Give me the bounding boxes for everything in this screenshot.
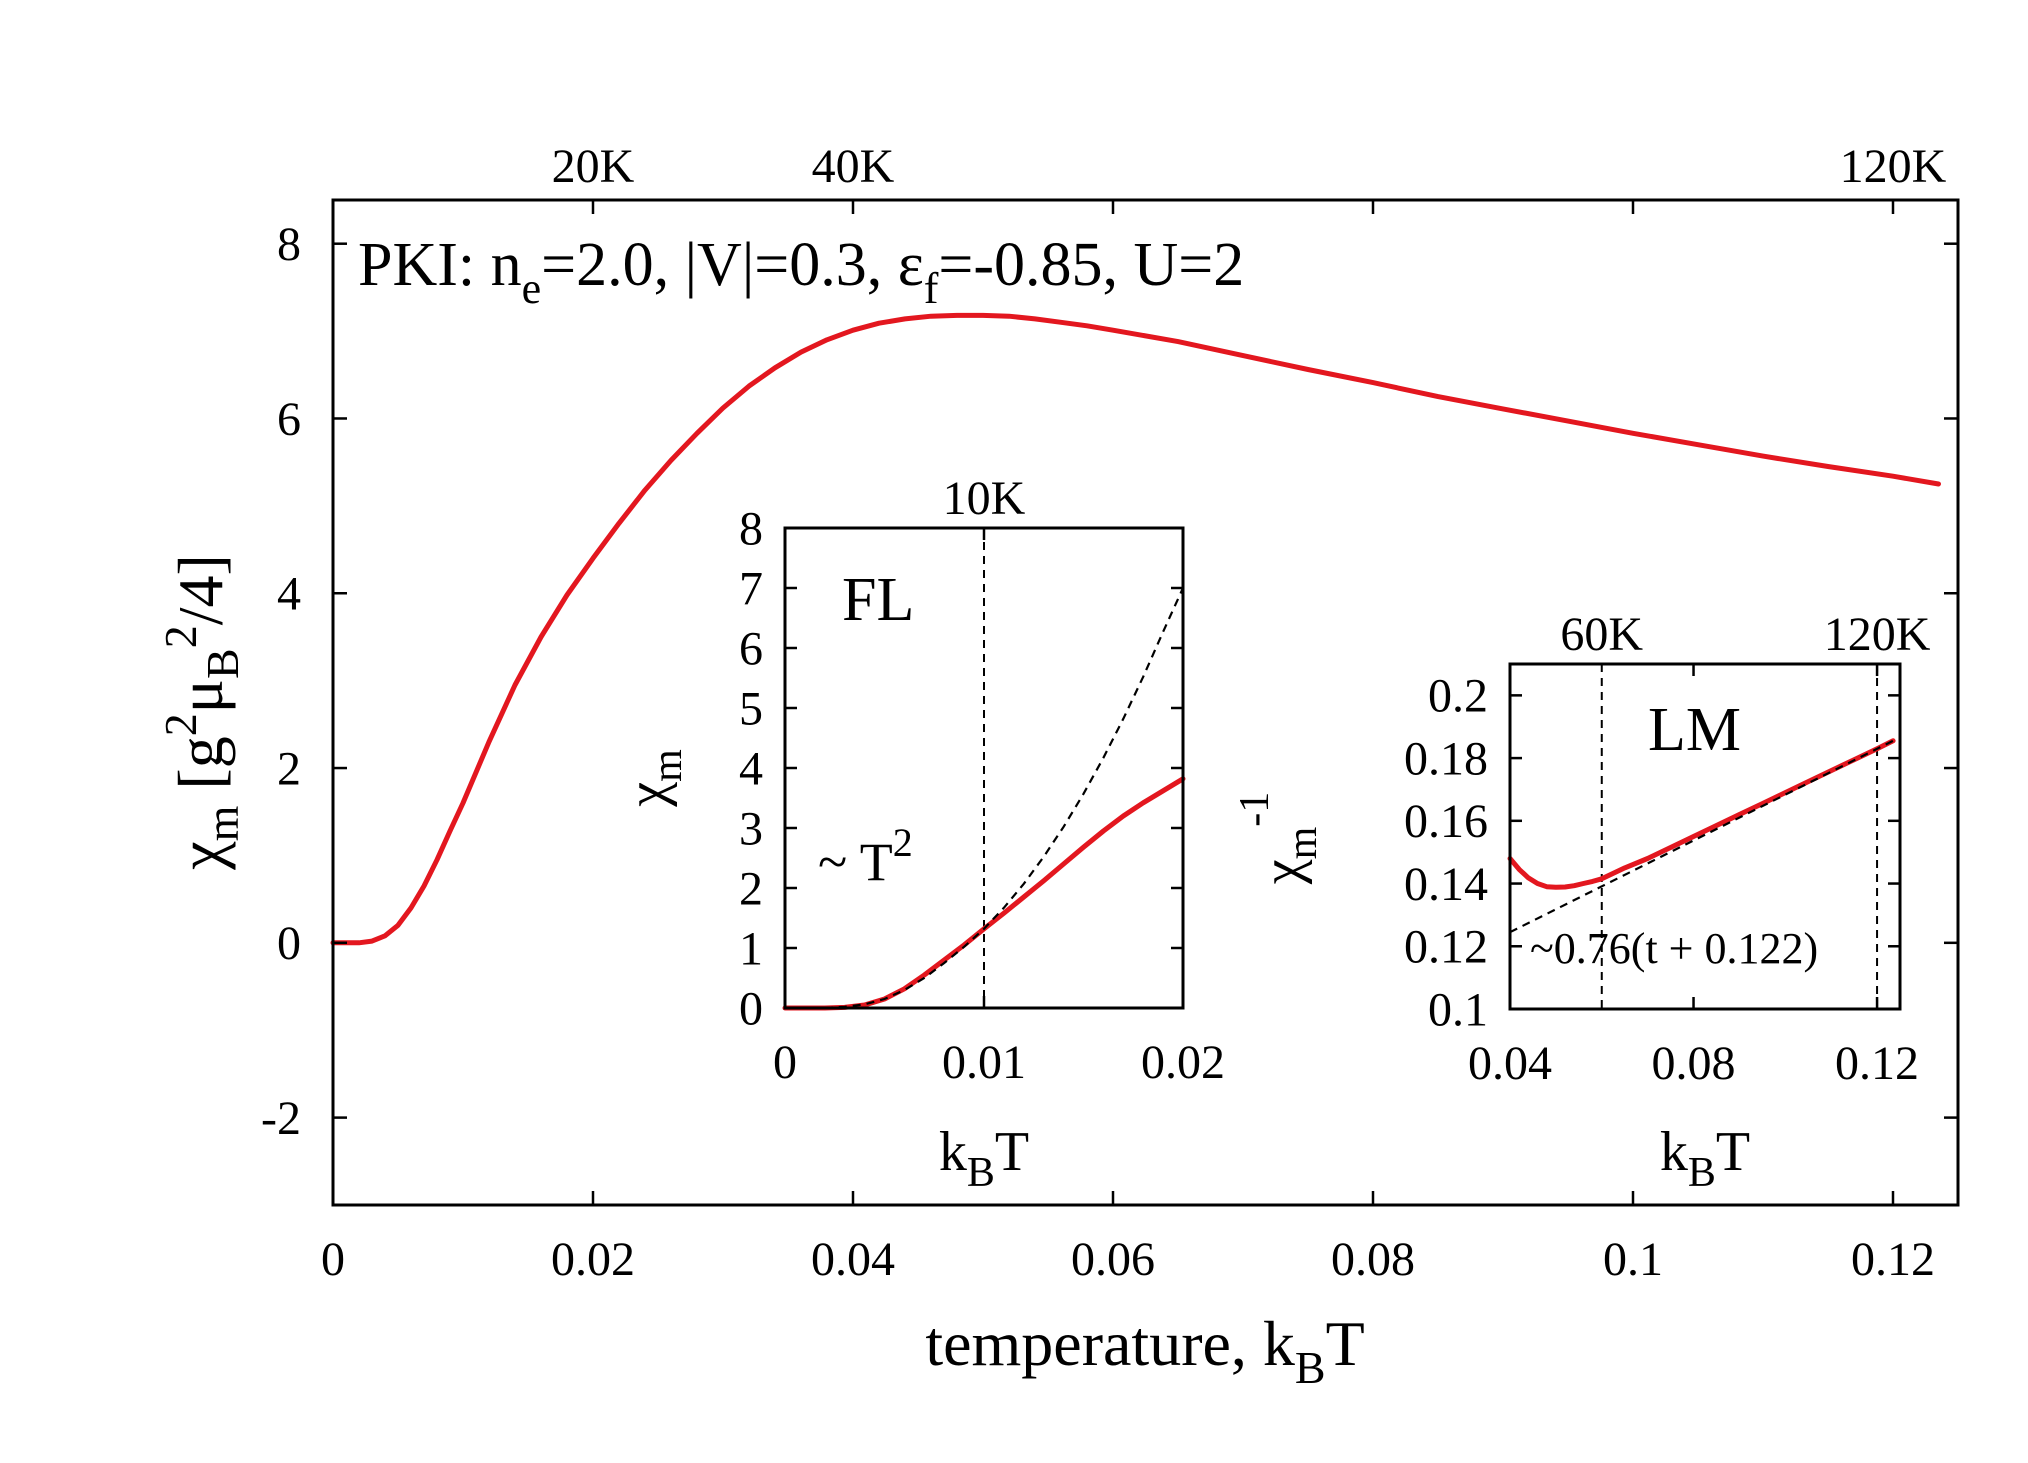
main-xtick-label-6: 0.12 [1851,1233,1935,1286]
main-series-line-0 [330,312,1941,946]
inset-fl-annotation-sup: 2 [893,820,913,865]
inset-fl-y-axis-label: χm [616,749,691,808]
main-annotation-mid: =2.0, |V|=0.3, ε [541,231,924,299]
inset-fl-ylabel-sub: m [645,749,691,782]
inset-lm-ytick-label-0: 0.1 [1428,983,1488,1036]
inset-fl-ytick-label-3: 3 [739,802,763,855]
main-annotation-ef-sub: f [924,264,939,313]
main-ytick-label-4: 6 [277,393,301,446]
inset-lm-y-axis-label: χm-1 [1232,792,1326,886]
main-ylabel-chi: χ [165,841,236,871]
main-ylabel-mu-sup: 2 [155,625,206,648]
inset-lm-ytick-label-5: 0.2 [1428,670,1488,723]
main-ylabel-close: /4] [165,554,236,625]
inset-fl-ticks: 0 0.01 0.02 0 1 2 3 4 5 6 7 8 10K [739,472,1225,1089]
main-top-tick-label-2: 120K [1840,140,1947,193]
inset-lm-ylabel-sup: -1 [1232,792,1278,827]
inset-fl-ytick-label-0: 0 [739,982,763,1035]
inset-fl-xlabel-tail: T [995,1121,1029,1183]
inset-fl-xtick-label-1: 0.01 [942,1036,1026,1089]
inset-lm-ytick-label-4: 0.18 [1404,732,1488,785]
inset-fl-ytick-label-2: 2 [739,862,763,915]
inset-fl-xtick-label-2: 0.02 [1141,1036,1225,1089]
main-series-group [330,312,1941,946]
inset-lm-ytick-label-1: 0.12 [1404,921,1488,974]
main-ylabel-g-sup: 2 [155,713,206,736]
main-annotation-suffix: =-0.85, U=2 [938,231,1244,299]
inset-fl-xlabel-sub: B [967,1150,995,1196]
inset-lm-xlabel-tail: T [1716,1121,1750,1183]
inset-lm-ytick-label-2: 0.14 [1404,858,1488,911]
inset-lm-ylabel-sub: m [1280,826,1326,859]
inset-fl-ylabel-main: χ [616,782,678,808]
inset-fl-ytick-label-4: 4 [739,742,763,795]
inset-lm-panel: 0.04 0.08 0.12 0.1 0.12 0.14 0.16 0.18 0.2 60K 120… [1232,608,1931,1196]
inset-fl-xtick-label-0: 0 [773,1036,797,1089]
inset-fl-x-axis-label: kBT [939,1121,1029,1196]
main-top-tick-label-0: 20K [552,140,635,193]
main-xtick-label-0: 0 [321,1233,345,1286]
inset-lm-xtick-label-0: 0.04 [1468,1037,1552,1090]
inset-fl-ytick-label-1: 1 [739,922,763,975]
inset-lm-label: LM [1648,696,1741,764]
main-annotation: PKI: ne=2.0, |V|=0.3, εf=-0.85, U=2 [358,231,1244,313]
inset-fl-label: FL [842,566,914,634]
inset-lm-background [1510,664,1900,1009]
main-ylabel-mu-sub: B [197,648,248,679]
inset-lm-ytick-label-3: 0.16 [1404,795,1488,848]
main-xtick-label-3: 0.06 [1071,1233,1155,1286]
inset-lm-annotation: ~0.76(t + 0.122) [1530,924,1818,973]
inset-lm-ticks: 0.04 0.08 0.12 0.1 0.12 0.14 0.16 0.18 0.2 60K 120… [1404,608,1931,1090]
main-xtick-label-5: 0.1 [1603,1233,1663,1286]
inset-lm-xlabel-sub: B [1688,1150,1716,1196]
main-xtick-label-2: 0.04 [811,1233,895,1286]
main-annotation-ne-sub: e [522,264,542,313]
inset-fl-ytick-label-6: 6 [739,622,763,675]
inset-fl-series-fit-line-1 [824,587,1185,1010]
main-xlabel-tail: T [1326,1308,1365,1379]
inset-lm-xtick-label-1: 0.08 [1652,1037,1736,1090]
main-xtick-label-1: 0.02 [551,1233,635,1286]
main-x-axis-label: temperature, kBT [925,1308,1364,1393]
main-ytick-label-2: 2 [277,742,301,795]
main-plot-frame [331,198,1960,1207]
main-xlabel-main: temperature, k [925,1308,1295,1379]
main-y-axis-label: χm [g2μB2/4] [155,554,248,871]
inset-lm-x-axis-label: kBT [1660,1121,1750,1196]
main-ylabel-mu: μ [165,679,236,713]
main-ytick-label-3: 4 [277,568,301,621]
inset-fl-xlabel-main: k [939,1121,967,1183]
inset-fl-annotation: ~ T2 [818,820,913,892]
inset-fl-ytick-label-7: 7 [739,562,763,615]
inset-fl-ytick-label-8: 8 [739,502,763,555]
main-ytick-label-5: 8 [277,218,301,271]
inset-lm-series-fit-line-1 [1509,739,1894,934]
main-ytick-label-0: -2 [261,1092,301,1145]
main-ylabel-open: [g [165,736,236,805]
inset-lm-top-tick-label-0: 60K [1560,608,1643,661]
inset-fl-top-tick-label-0: 10K [943,472,1026,525]
main-ylabel-chi-sub: m [197,805,248,841]
inset-lm-ylabel-main: χ [1251,859,1313,885]
main-annotation-prefix: PKI: n [358,231,522,299]
main-top-tick-label-1: 40K [812,140,895,193]
main-xlabel-sub: B [1295,1342,1326,1393]
inset-lm-xtick-label-2: 0.12 [1835,1037,1919,1090]
inset-fl-ytick-label-5: 5 [739,682,763,735]
inset-lm-frame [1508,662,1902,1011]
inset-fl-annotation-prefix: ~ T [818,832,893,892]
main-xtick-label-4: 0.08 [1331,1233,1415,1286]
inset-lm-series-line-0 [1507,738,1896,890]
inset-lm-series-group [1507,664,1896,1009]
inset-lm-top-tick-label-1: 120K [1824,608,1931,661]
main-ytick-label-1: 0 [277,917,301,970]
inset-lm-xlabel-main: k [1660,1121,1688,1183]
